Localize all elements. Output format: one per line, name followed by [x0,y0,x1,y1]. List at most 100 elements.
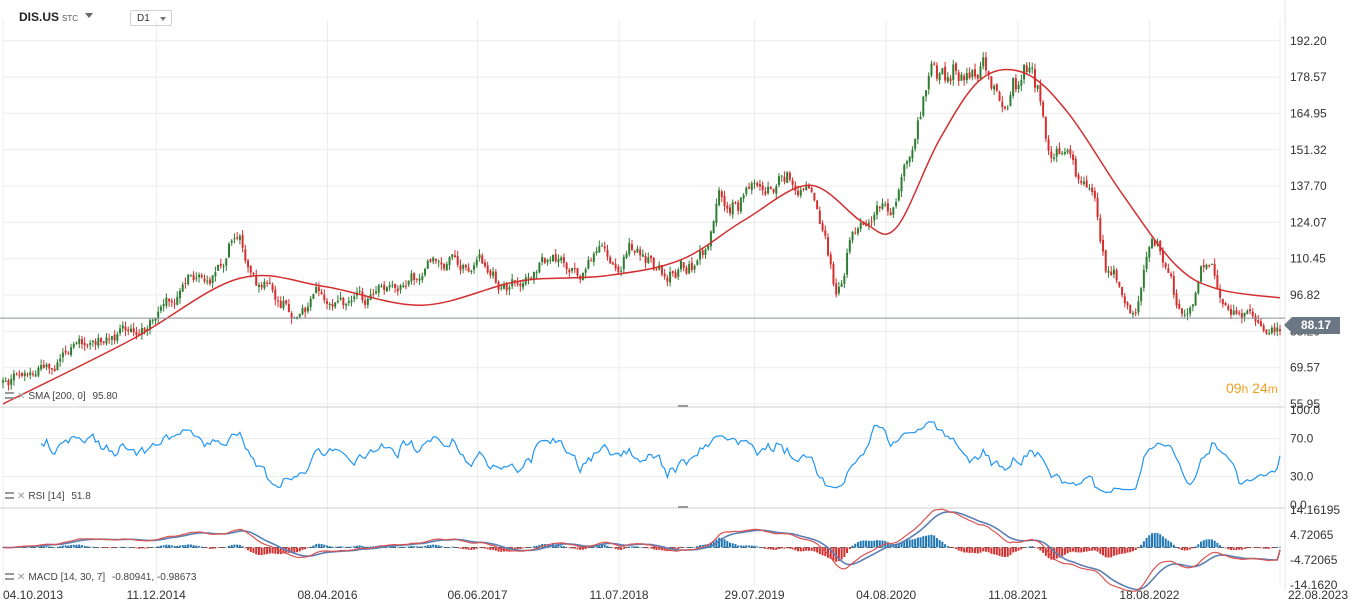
candle-body [712,221,715,233]
macd-histogram-bar [1137,547,1140,548]
macd-histogram-bar [666,547,669,552]
candle-body [1099,217,1102,242]
candle-body [347,301,350,304]
candle-body [1170,273,1173,277]
candle-body [881,203,884,209]
candle-body [1219,288,1222,298]
candle-body [919,117,922,120]
close-icon[interactable]: ✕ [17,491,26,502]
macd-histogram-bar [1126,547,1129,553]
macd-histogram-bar [181,545,184,548]
macd-histogram-bar [353,546,356,548]
macd-histogram-bar [334,546,337,548]
candle-body [818,210,821,224]
macd-indicator-label[interactable]: ✕ MACD [14, 30, 7] -0.80941, -0.98673 [5,572,196,583]
candle-body [462,265,465,269]
macd-histogram-bar [443,546,446,548]
macd-histogram-bar [219,547,222,548]
menu-icon[interactable] [5,392,14,399]
candle-body [644,255,647,263]
candle-body [587,260,590,269]
macd-histogram-bar [451,546,454,548]
macd-histogram-bar [1014,547,1017,552]
macd-histogram-bar [976,547,979,554]
macd-histogram-bar [505,547,508,552]
macd-histogram-bar [952,547,955,549]
macd-histogram-bar [345,546,348,548]
chevron-down-icon[interactable] [85,13,93,18]
macd-histogram-bar [116,547,119,548]
macd-histogram-bar [941,541,944,548]
candle-body [195,277,198,279]
candle-body [274,289,277,300]
candle-body [554,254,557,261]
macd-histogram-bar [421,546,424,548]
macd-histogram-bar [1197,544,1200,548]
candle-body [571,267,574,271]
symbol-selector[interactable]: DIS.US STC [19,10,78,24]
macd-histogram-bar [1096,547,1099,552]
candle-body [91,340,94,343]
candle-body [886,203,889,212]
candle-body [549,259,552,261]
close-icon[interactable]: ✕ [17,391,26,402]
candle-body [236,237,239,239]
macd-tick-label: -14.1620 [1290,578,1338,592]
macd-histogram-bar [266,547,269,555]
candle-body [271,284,274,291]
macd-histogram-bar [279,547,282,555]
macd-histogram-bar [799,547,802,552]
candle-body [287,304,290,313]
candle-body [892,207,895,215]
candle-body [266,282,269,284]
macd-histogram-bar [434,544,437,548]
macd-tick-label: 14.16195 [1290,503,1340,517]
macd-histogram-bar [287,547,290,553]
candle-body [965,73,968,81]
y-tick-label: 69.57 [1290,361,1320,375]
candle-body [1194,292,1197,306]
macd-histogram-bar [573,547,576,549]
macd-histogram-bar [132,547,135,548]
close-icon[interactable]: ✕ [17,572,26,583]
candle-body [473,265,476,270]
candle-body [1036,85,1039,89]
candle-body [372,293,375,295]
macd-histogram-bar [851,545,854,548]
macd-histogram-bar [546,544,549,548]
menu-icon[interactable] [5,573,14,580]
macd-histogram-bar [208,547,211,549]
menu-icon[interactable] [5,492,14,499]
candle-body [331,303,334,307]
macd-histogram-bar [957,547,960,551]
candle-body [778,176,781,185]
candle-body [413,272,416,280]
candle-body [15,373,18,375]
candle-body [432,257,435,262]
candle-body [1167,268,1170,273]
macd-tick-label: -4.72065 [1290,553,1338,567]
macd-histogram-bar [606,545,609,548]
candle-body [105,337,108,344]
candle-body [1279,329,1281,332]
macd-histogram-bar [1061,547,1064,557]
macd-histogram-bar [372,546,375,548]
candle-countdown: 09h 24m [1226,380,1278,396]
candle-body [298,313,301,317]
candle-body [345,304,348,306]
candle-body [1085,180,1088,188]
rsi-indicator-label[interactable]: ✕ RSI [14] 51.8 [5,491,91,502]
macd-histogram-bar [1167,540,1170,548]
candle-body [1003,106,1006,109]
candle-body [26,374,29,376]
macd-histogram-bar [483,547,486,549]
macd-histogram-bar [448,546,451,548]
candle-body [1104,250,1107,272]
timeframe-select[interactable]: D1 [130,10,172,26]
macd-histogram-bar [1186,547,1189,551]
candle-body [37,367,40,376]
candle-body [685,267,688,274]
sma-indicator-label[interactable]: ✕ SMA [200, 0] 95.80 [5,391,117,402]
macd-histogram-bar [737,545,740,548]
